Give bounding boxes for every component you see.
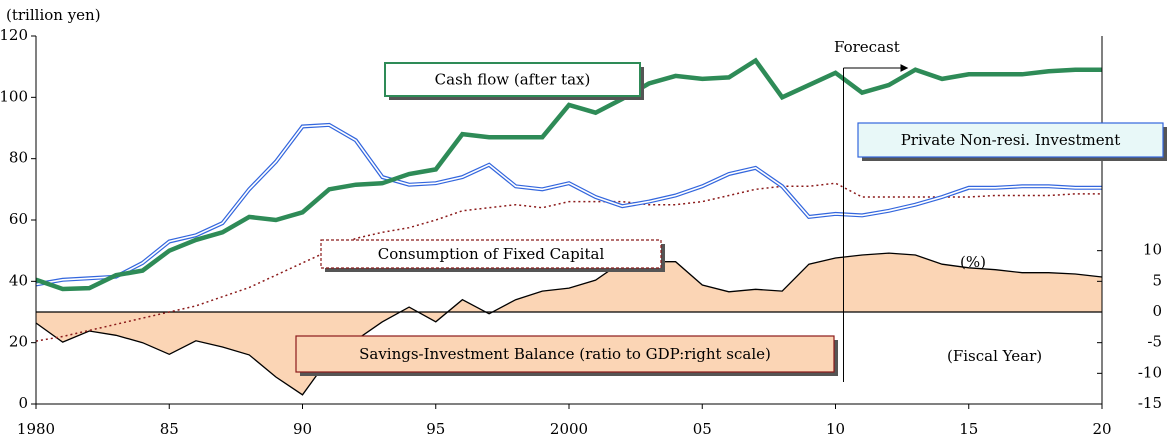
y2-tick-label: -10 <box>1138 363 1162 381</box>
x-tick-label: 05 <box>693 420 712 438</box>
x-tick-label: 2000 <box>550 420 588 438</box>
legend-label: Cash flow (after tax) <box>435 71 591 89</box>
y2-unit-label: (%) <box>960 253 986 271</box>
y2-tick-label: 0 <box>1152 302 1162 320</box>
x-tick-label: 15 <box>959 420 978 438</box>
y-tick-label: 20 <box>9 333 28 351</box>
x-tick-label: 95 <box>426 420 445 438</box>
x-tick-label: 10 <box>826 420 845 438</box>
x-tick-label: 85 <box>160 420 179 438</box>
legend-label: Private Non-resi. Investment <box>901 131 1121 149</box>
y2-tick-label: -5 <box>1147 333 1162 351</box>
y2-tick-label: 10 <box>1143 241 1162 259</box>
y-tick-label: 100 <box>0 87 28 105</box>
series-line-inner <box>35 124 1102 286</box>
y2-tick-label: 5 <box>1152 271 1162 289</box>
legend-box <box>384 62 641 97</box>
area-line <box>35 252 1103 396</box>
y-tick-label: 120 <box>0 26 28 44</box>
legend-label: Consumption of Fixed Capital <box>378 245 605 263</box>
legend-box <box>857 122 1164 158</box>
legend-label: Savings-Investment Balance (ratio to GDP… <box>359 345 771 363</box>
forecast-label: Forecast <box>834 38 900 56</box>
x-label: (Fiscal Year) <box>947 347 1042 365</box>
y-tick-label: 80 <box>9 149 28 167</box>
x-tick-label: 20 <box>1092 420 1111 438</box>
y-unit-label: (trillion yen) <box>6 6 101 24</box>
x-tick-label: 1980 <box>17 420 55 438</box>
legend-box <box>295 335 835 373</box>
x-tick-label: 90 <box>293 420 312 438</box>
y-tick-label: 40 <box>9 271 28 289</box>
y2-tick-label: -15 <box>1138 394 1162 412</box>
y-tick-label: 60 <box>9 210 28 228</box>
series-line <box>35 57 1102 292</box>
series-line <box>35 182 1102 342</box>
y-tick-label: 0 <box>18 394 28 412</box>
legend-box <box>320 239 662 269</box>
